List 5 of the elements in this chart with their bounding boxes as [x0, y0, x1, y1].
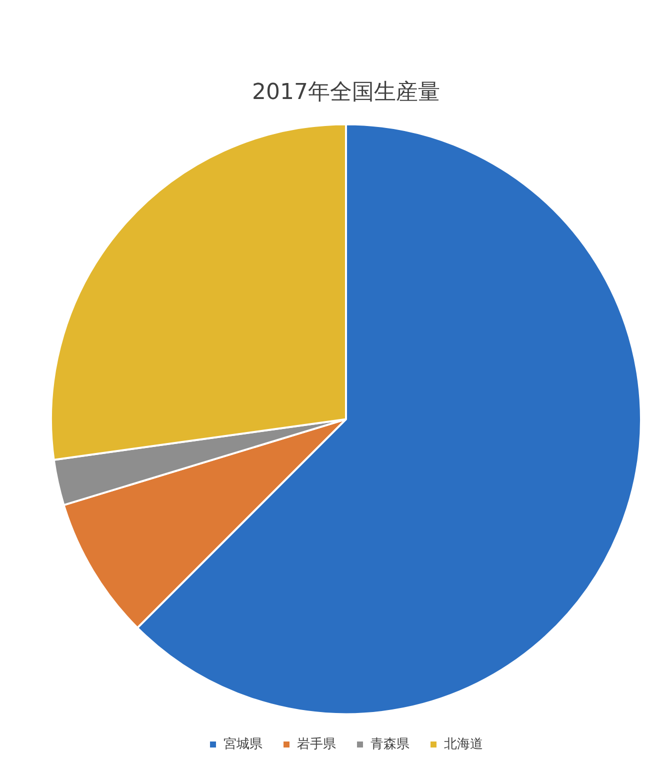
legend-label: 北海道 [444, 736, 483, 752]
legend-label: 岩手県 [297, 736, 336, 752]
chart-title: 2017年全国生産量 [252, 80, 440, 105]
legend-label: 宮城県 [224, 736, 262, 752]
legend-label: 青森県 [370, 736, 410, 752]
